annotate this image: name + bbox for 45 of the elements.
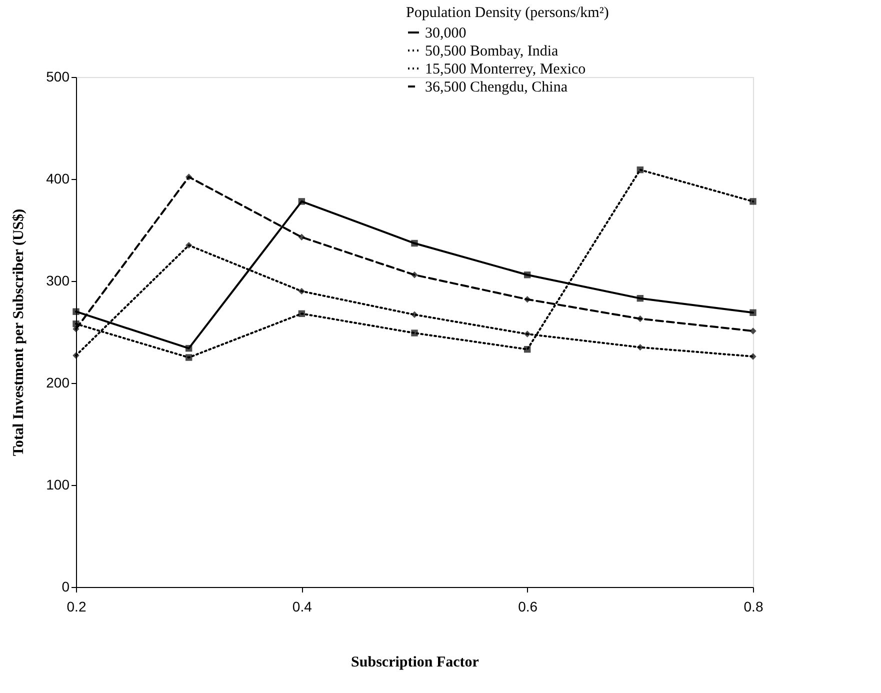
point xyxy=(524,296,531,303)
legend-label: 50,500 Bombay, India xyxy=(425,44,559,60)
point xyxy=(636,344,644,351)
point xyxy=(636,315,644,322)
point xyxy=(185,344,192,352)
point xyxy=(72,326,80,332)
point xyxy=(750,328,756,334)
point xyxy=(185,242,192,249)
point xyxy=(72,308,80,315)
y-tick-label: 300 xyxy=(46,272,70,288)
y-axis-title: Total Investment per Subscriber (US$) xyxy=(11,208,28,456)
point xyxy=(636,294,644,302)
point xyxy=(411,330,418,336)
legend-label: 15,500 Monterrey, Mexico xyxy=(425,62,586,78)
point xyxy=(524,272,531,278)
x-tick-label: 0.2 xyxy=(66,598,86,614)
point xyxy=(185,354,192,361)
x-axis-title: Subscription Factor xyxy=(351,654,480,670)
y-tick-label: 0 xyxy=(62,578,70,594)
legend-title: Population Density (persons/km²) xyxy=(406,5,609,21)
point xyxy=(298,198,306,205)
point xyxy=(298,288,306,295)
point xyxy=(298,310,306,317)
point xyxy=(411,311,418,318)
point xyxy=(750,198,756,205)
x-tick-label: 0.6 xyxy=(518,598,538,614)
point xyxy=(750,309,756,316)
y-tick-label: 100 xyxy=(46,476,70,492)
y-tick-label: 400 xyxy=(46,170,70,186)
point xyxy=(72,352,80,359)
legend-label: 36,500 Chengdu, China xyxy=(425,80,568,96)
point xyxy=(524,330,531,338)
y-tick-label: 200 xyxy=(46,374,70,390)
point xyxy=(411,272,418,278)
point xyxy=(636,166,644,174)
point xyxy=(750,353,756,360)
point xyxy=(298,234,306,240)
point xyxy=(72,320,80,328)
legend-label: 30,000 xyxy=(425,26,466,42)
x-tick-label: 0.8 xyxy=(744,598,764,614)
y-tick-label: 500 xyxy=(46,68,70,84)
point xyxy=(185,174,192,180)
point xyxy=(411,240,418,247)
x-tick-label: 0.4 xyxy=(292,598,312,614)
point xyxy=(524,346,531,353)
